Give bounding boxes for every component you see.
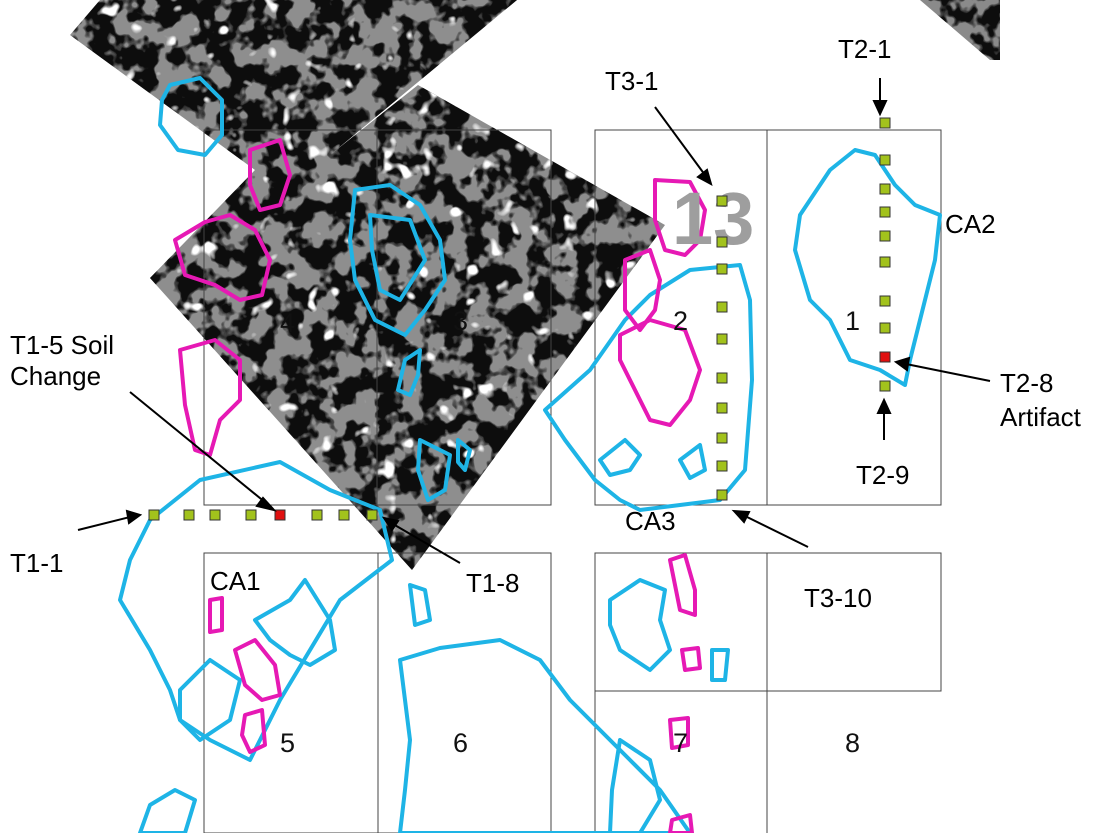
cyan-outline-3 xyxy=(348,183,447,337)
test-point xyxy=(716,301,728,313)
test-point xyxy=(716,432,728,444)
transect-t3-points xyxy=(716,195,728,501)
test-point xyxy=(716,402,728,414)
transect-labels: T1-1 T1-5 Soil Change T1-8 T2-1 T2-8 Art… xyxy=(10,34,1082,613)
magenta-outline-h xyxy=(233,638,282,702)
arrow-t2-9 xyxy=(876,397,892,440)
cyan-outline-small-2 xyxy=(710,648,730,682)
test-point xyxy=(879,256,891,268)
test-point xyxy=(366,509,378,521)
magenta-outline-i xyxy=(240,708,267,754)
label-t1-5: T1-5 Soil xyxy=(10,330,114,360)
cyan-outline-bottom-left xyxy=(138,788,197,833)
transect-t1-points xyxy=(148,509,378,521)
label-ca1: CA1 xyxy=(210,566,261,596)
magenta-outline-f xyxy=(618,318,702,427)
label-t1-1: T1-1 xyxy=(10,548,63,578)
block-number: 8 xyxy=(845,728,860,758)
test-point xyxy=(716,460,728,472)
cyan-outline-ca2 xyxy=(793,148,942,387)
test-point xyxy=(716,333,728,345)
cyan-outline-3-blobs xyxy=(416,438,472,502)
cyan-outline-6 xyxy=(398,638,692,833)
label-t2-8-line2: Artifact xyxy=(1000,402,1082,432)
label-t2-9: T2-9 xyxy=(856,460,909,490)
label-ca2: CA2 xyxy=(945,209,996,239)
label-t3-10: T3-10 xyxy=(804,583,872,613)
block-number: 2 xyxy=(673,306,688,336)
test-point xyxy=(716,195,728,207)
pointer-arrows xyxy=(77,78,991,564)
test-point xyxy=(716,236,728,248)
test-point xyxy=(879,154,891,166)
block-number: 1 xyxy=(845,306,860,336)
test-point xyxy=(879,380,891,392)
arrow-t1-8 xyxy=(381,516,461,564)
test-point xyxy=(311,509,323,521)
cyan-outline-ring xyxy=(158,76,224,157)
cyan-outline-3-tail xyxy=(396,348,422,397)
excavation-grid xyxy=(203,129,942,833)
test-point xyxy=(716,263,728,275)
magenta-outline-l xyxy=(668,716,690,750)
grid-block-numbers: 4 3 2 1 5 6 7 8 xyxy=(280,306,860,758)
test-point xyxy=(209,509,221,521)
magenta-anomaly-outlines xyxy=(173,138,707,833)
cyan-outline-small-1 xyxy=(408,583,432,627)
block-number: 3 xyxy=(453,306,468,336)
cyan-outline-ca3-inner xyxy=(598,438,707,480)
cyan-outline-ca1 xyxy=(118,460,394,762)
label-t1-8: T1-8 xyxy=(466,568,519,598)
label-t2-1: T2-1 xyxy=(838,34,891,64)
cyan-outline-7-lower xyxy=(608,738,662,833)
cyan-outline-ca3 xyxy=(543,263,754,512)
arrow-t1-1 xyxy=(77,509,143,531)
magenta-outline-c xyxy=(178,338,242,457)
cyan-anomaly-outlines xyxy=(118,76,942,833)
test-point xyxy=(716,372,728,384)
raster-corner-fragment xyxy=(920,0,1000,60)
label-t3-1: T3-1 xyxy=(605,66,658,96)
arrow-t2-8 xyxy=(893,356,991,382)
test-point-artifact xyxy=(879,351,891,363)
arrow-t1-5 xyxy=(129,391,277,512)
test-point xyxy=(879,230,891,242)
area-labels: CA1 CA2 CA3 xyxy=(210,209,996,596)
test-point xyxy=(879,322,891,334)
arrow-t3-1 xyxy=(654,106,713,187)
arrow-t3-10 xyxy=(731,509,809,548)
magenta-outline-a xyxy=(248,138,292,212)
label-t2-8: T2-8 xyxy=(1000,368,1053,398)
magenta-outline-e xyxy=(623,248,662,332)
block-number: 7 xyxy=(673,728,688,758)
arrow-t2-1 xyxy=(872,78,888,117)
cyan-outline-ca1-lower xyxy=(178,658,242,742)
test-point-artifact xyxy=(274,509,286,521)
label-ca3: CA3 xyxy=(625,506,676,536)
block-number: 4 xyxy=(280,308,295,338)
magenta-outline-g xyxy=(208,596,224,634)
overlay-number-13: 13 xyxy=(672,177,754,260)
magenta-outline-m xyxy=(668,813,694,833)
transect-t2-points xyxy=(879,117,891,392)
test-point xyxy=(183,509,195,521)
test-point xyxy=(879,295,891,307)
test-point xyxy=(716,489,728,501)
cyan-outline-ca1-inner xyxy=(253,578,337,667)
magenta-outline-k xyxy=(680,646,702,672)
test-point xyxy=(338,509,350,521)
test-point xyxy=(148,509,160,521)
magenta-outline-d xyxy=(653,178,707,257)
magenta-outline-j xyxy=(668,553,697,617)
cyan-outline-7 xyxy=(608,578,672,672)
label-t1-5-line2: Change xyxy=(10,361,101,391)
test-point xyxy=(879,206,891,218)
magenta-outline-b xyxy=(173,213,272,302)
test-point xyxy=(245,509,257,521)
block-number: 5 xyxy=(280,728,295,758)
block-number: 6 xyxy=(453,728,468,758)
test-point xyxy=(879,117,891,129)
test-point xyxy=(879,183,891,195)
